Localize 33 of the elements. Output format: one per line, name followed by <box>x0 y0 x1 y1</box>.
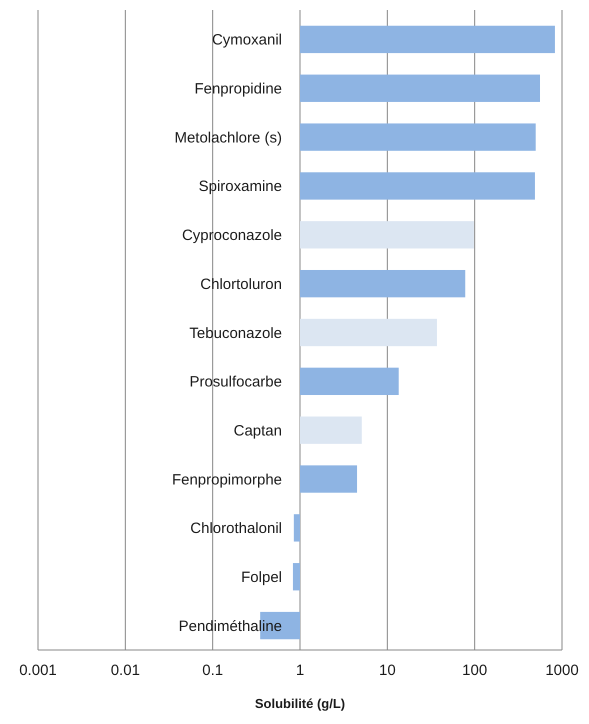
y-tick-label: Folpel <box>241 568 282 586</box>
bar <box>300 26 555 54</box>
y-tick-label: Fenpropidine <box>194 80 282 98</box>
x-tick-label: 10 <box>378 662 396 679</box>
bar <box>300 368 399 396</box>
bar <box>292 563 300 590</box>
x-tick-label: 1000 <box>545 662 579 679</box>
bar <box>300 123 536 151</box>
bar <box>300 74 540 102</box>
bar <box>300 270 466 298</box>
y-tick-label: Pendiméthaline <box>178 618 282 635</box>
y-tick-label: Spiroxamine <box>198 178 282 196</box>
x-tick-label: 100 <box>462 662 488 679</box>
bar <box>300 465 358 493</box>
y-tick-label: Tebuconazole <box>189 324 282 342</box>
y-tick-label: Metolachlore (s) <box>174 129 282 146</box>
y-tick-label: Chlorothalonil <box>190 520 282 538</box>
y-tick-label: Fenpropimorphe <box>172 471 282 488</box>
bar <box>300 318 437 346</box>
x-tick-label: 0.001 <box>19 662 57 679</box>
x-tick-label: 0.1 <box>202 662 224 679</box>
y-tick-label: Chlortoluron <box>200 276 282 293</box>
y-tick-label: Prosulfocarbe <box>189 374 282 391</box>
y-tick-label: Cyproconazole <box>182 227 282 244</box>
y-tick-label: Captan <box>234 422 282 440</box>
bar <box>300 416 362 444</box>
bar <box>300 221 474 248</box>
x-axis-title: Solubilité (g/L) <box>254 696 346 711</box>
x-tick-label: 1 <box>296 662 304 679</box>
y-tick-label: Cymoxanil <box>212 32 282 49</box>
bar <box>294 514 300 542</box>
bar <box>300 172 535 200</box>
x-tick-label: 0.01 <box>110 662 140 679</box>
